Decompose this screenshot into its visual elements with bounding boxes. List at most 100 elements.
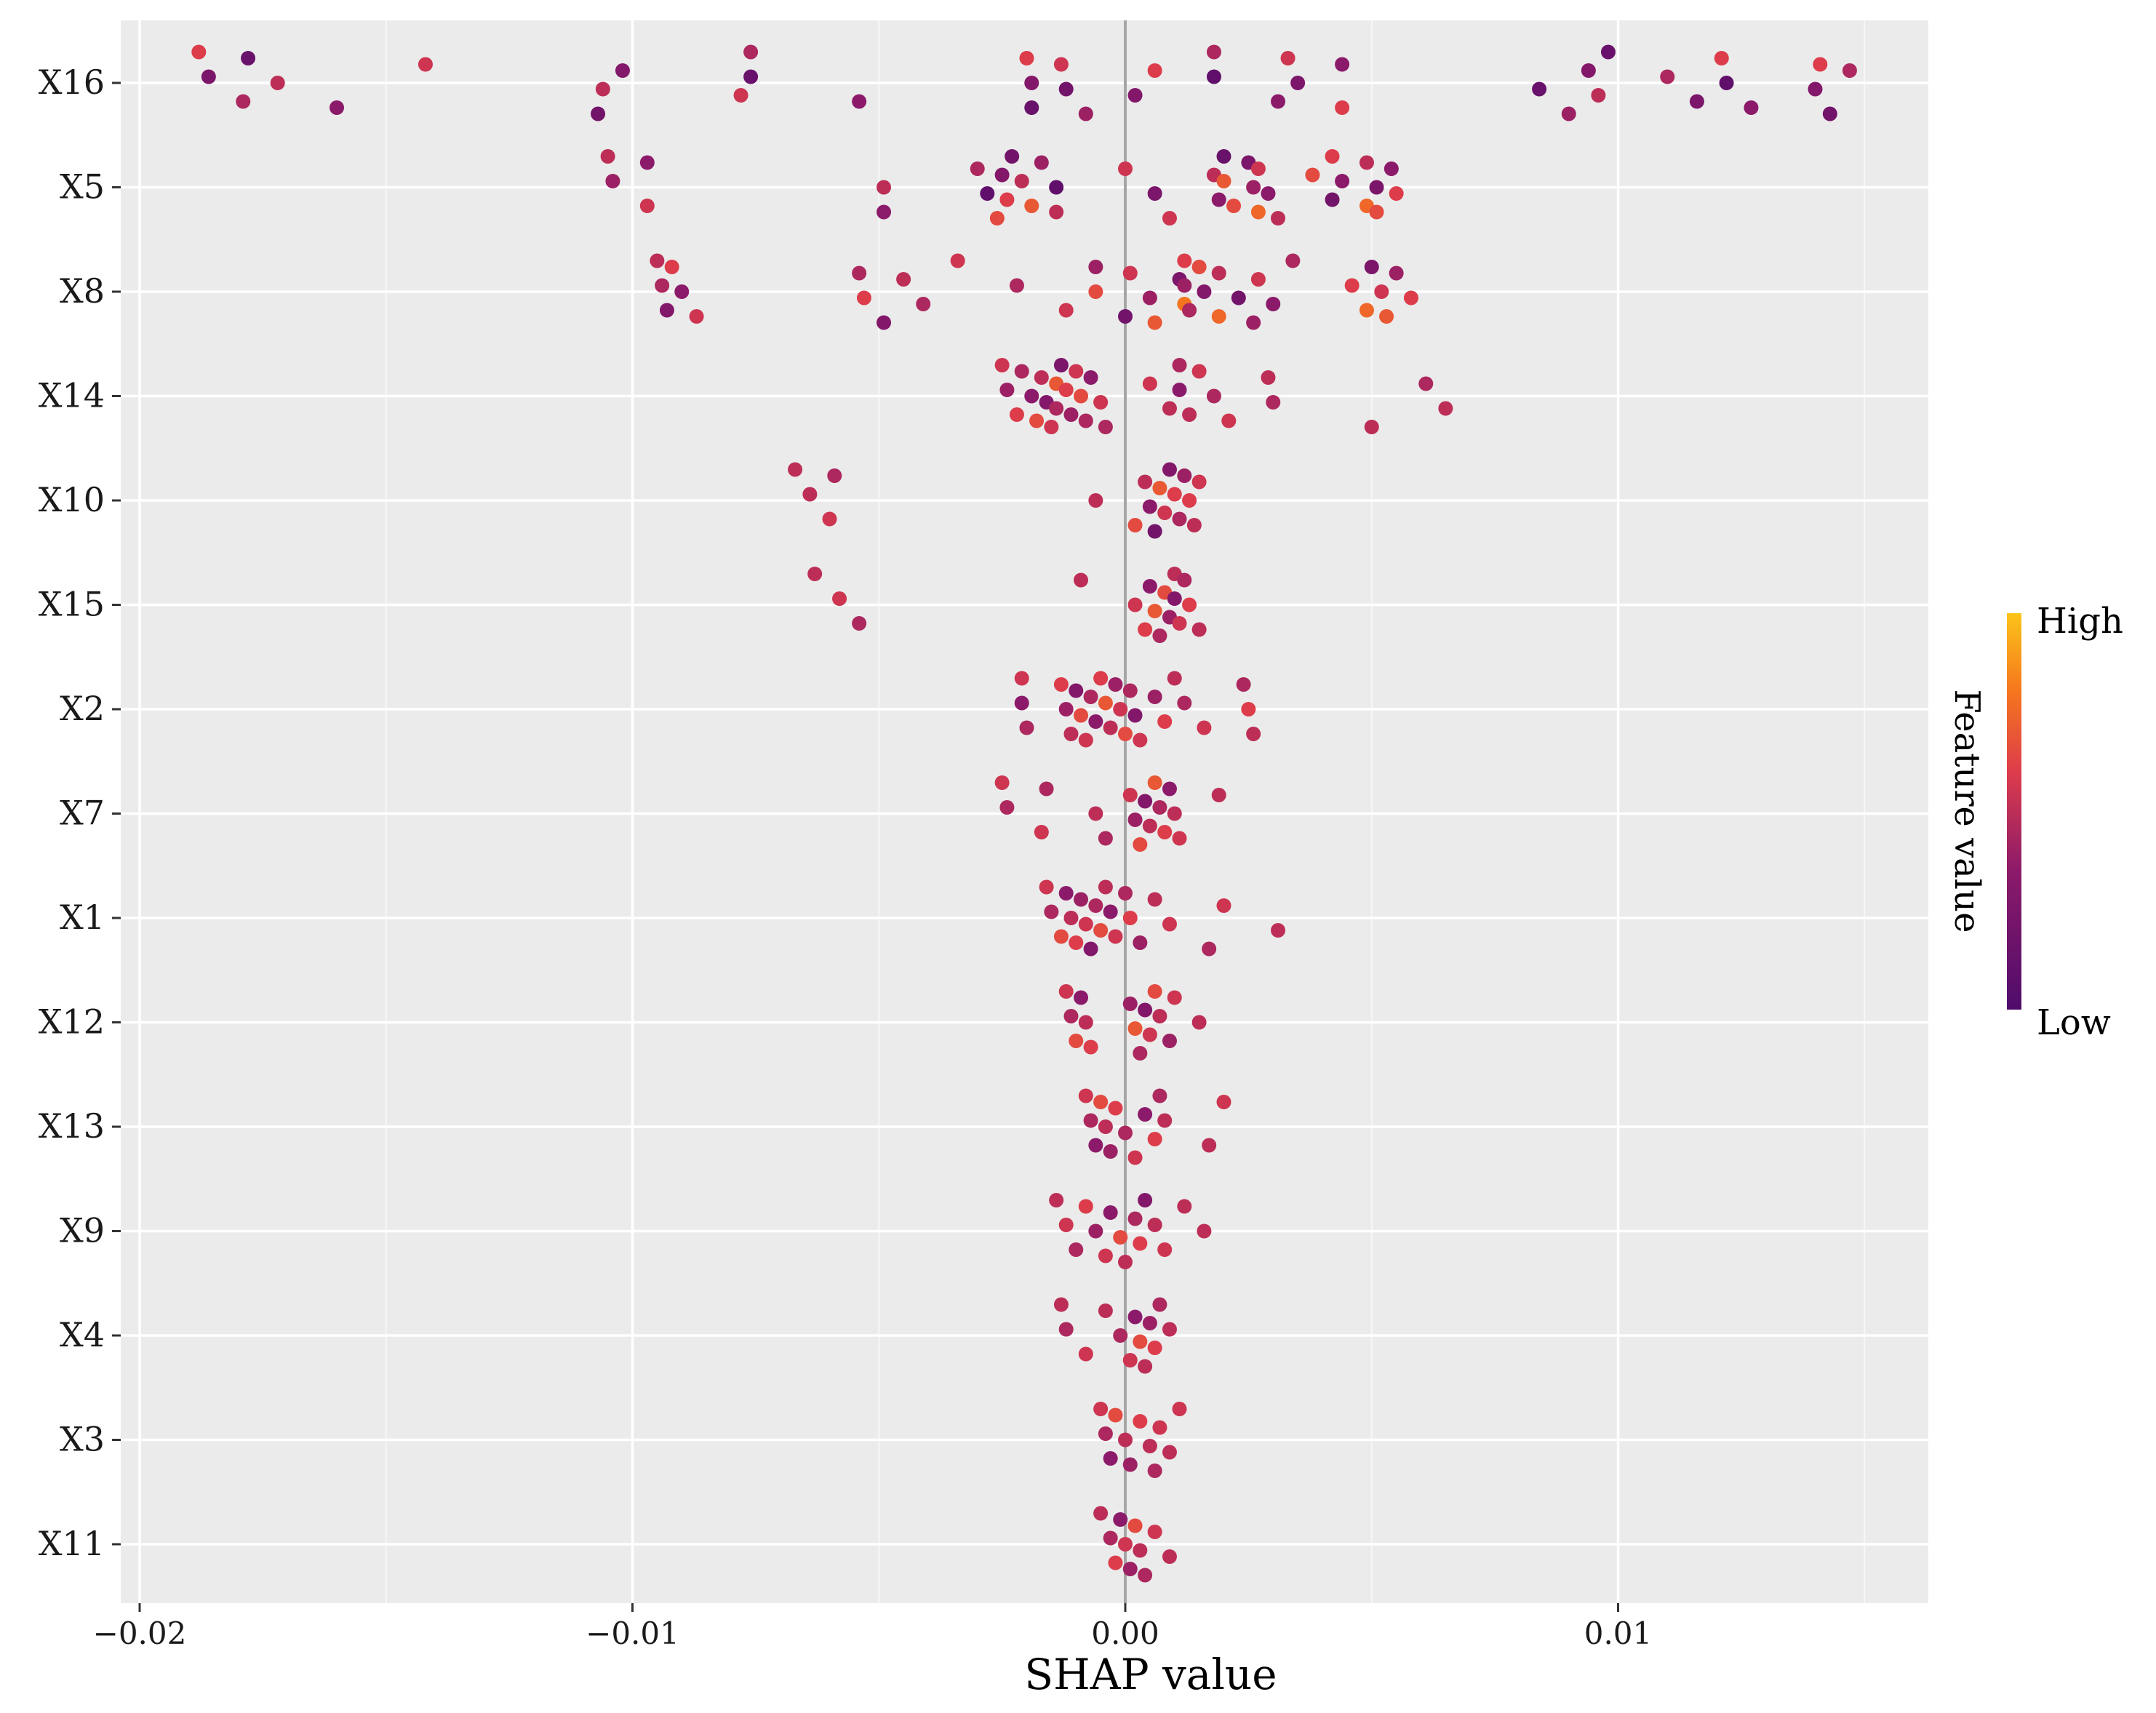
shap-point-x11 [1147,1525,1162,1539]
shap-point-x2 [1088,714,1103,729]
shap-point-x16 [1206,44,1221,60]
shap-point-x16 [1024,100,1039,115]
shap-point-x5 [1389,186,1404,201]
shap-point-x10 [1157,506,1173,520]
shap-point-x2 [1147,690,1162,704]
shap-point-x5 [1325,192,1340,207]
colorbar-gradient [2007,613,2021,1010]
shap-point-x16 [1591,88,1606,103]
shap-point-x8 [1122,265,1138,281]
shap-point-x8 [655,278,670,293]
shap-point-x10 [1147,524,1162,539]
shap-point-x3 [1162,1445,1177,1460]
shap-point-x12 [1191,1015,1207,1030]
shap-point-x15 [807,567,823,581]
shap-point-x5 [1384,161,1399,176]
shap-point-x7 [1039,781,1054,796]
shap-point-x9 [1078,1199,1093,1214]
shap-point-x2 [1197,720,1212,735]
shap-point-x2 [1078,732,1093,748]
shap-point-x14 [1078,413,1093,428]
shap-point-x4 [1138,1359,1153,1374]
shap-point-x2 [1157,714,1173,729]
shap-point-x12 [1133,1046,1148,1061]
shap-point-x7 [1167,806,1182,821]
shap-point-x5 [1034,155,1049,170]
shap-point-x15 [1191,622,1207,637]
shap-point-x13 [1083,1113,1098,1128]
shap-point-x2 [1083,690,1098,704]
colorbar-title: Feature value [1947,690,1987,933]
shap-point-x14 [1069,364,1084,379]
shap-point-x5 [1335,174,1350,188]
shap-point-x8 [1285,253,1301,268]
shap-point-x5 [639,155,655,170]
shap-point-x8 [664,260,679,274]
shap-point-x1 [1044,904,1059,919]
shap-point-x10 [1167,487,1182,502]
shap-point-x3 [1122,1457,1138,1472]
shap-point-x9 [1177,1199,1192,1214]
shap-point-x8 [1191,260,1207,274]
shap-point-x7 [1157,825,1173,839]
shap-point-x2 [1108,677,1123,692]
shap-point-x7 [1034,825,1049,839]
shap-point-x9 [1098,1248,1113,1263]
shap-point-x14 [1058,383,1074,397]
shap-point-x8 [674,284,690,299]
shap-point-x12 [1058,984,1074,999]
shap-point-x14 [1364,420,1379,434]
y-tick-label-x14: X14 [39,376,105,415]
shap-point-x16 [852,94,867,109]
shap-point-x14 [1049,401,1064,416]
shap-point-x12 [1069,1034,1084,1048]
shap-point-x16 [1078,106,1093,121]
shap-point-x2 [1069,683,1084,698]
shap-point-x13 [1127,1150,1143,1165]
shap-point-x8 [1246,315,1261,330]
shap-point-x5 [1216,149,1231,164]
shap-point-x2 [1093,671,1109,686]
shap-point-x1 [1098,879,1113,895]
y-tick-label-x5: X5 [60,167,105,207]
y-tick-label-x4: X4 [60,1315,105,1354]
shap-point-x2 [1014,695,1029,711]
shap-point-x10 [1138,474,1153,490]
shap-point-x14 [1014,364,1029,379]
shap-point-x5 [989,211,1005,225]
shap-point-x8 [1182,303,1197,318]
shap-point-x9 [1118,1255,1133,1269]
shap-point-x16 [1024,76,1039,90]
shap-point-x3 [1108,1407,1123,1423]
shap-point-x2 [1058,702,1074,716]
shap-point-x5 [1369,180,1384,195]
shap-point-x16 [595,81,610,97]
shap-point-x12 [1127,1021,1143,1036]
shap-point-x16 [1335,57,1350,72]
shap-point-x12 [1074,990,1089,1005]
shap-point-x16 [733,88,748,103]
shap-point-x2 [1098,695,1113,711]
shap-point-x12 [1078,1015,1093,1030]
shap-point-x8 [689,309,704,324]
shap-point-x15 [1182,597,1197,612]
x-axis-title: SHAP value [1024,1650,1277,1699]
x-tick-label: −0.01 [586,1616,679,1651]
shap-point-x2 [1241,702,1256,716]
shap-point-x15 [1142,579,1157,594]
shap-point-x16 [1689,94,1704,109]
shap-point-x4 [1058,1322,1074,1337]
shap-point-x1 [1162,917,1177,932]
shap-point-x4 [1133,1334,1148,1349]
shap-point-x8 [650,253,665,268]
gridlines [121,20,1928,1603]
shap-point-x10 [802,487,818,502]
shap-point-x7 [1162,781,1177,796]
shap-point-x1 [1063,911,1079,925]
shap-point-x10 [788,462,803,477]
shap-point-x1 [1271,923,1286,938]
shap-point-x12 [1162,1034,1177,1048]
shap-point-x2 [1103,720,1118,735]
shap-point-x1 [1053,929,1069,944]
shap-point-x16 [241,51,256,65]
